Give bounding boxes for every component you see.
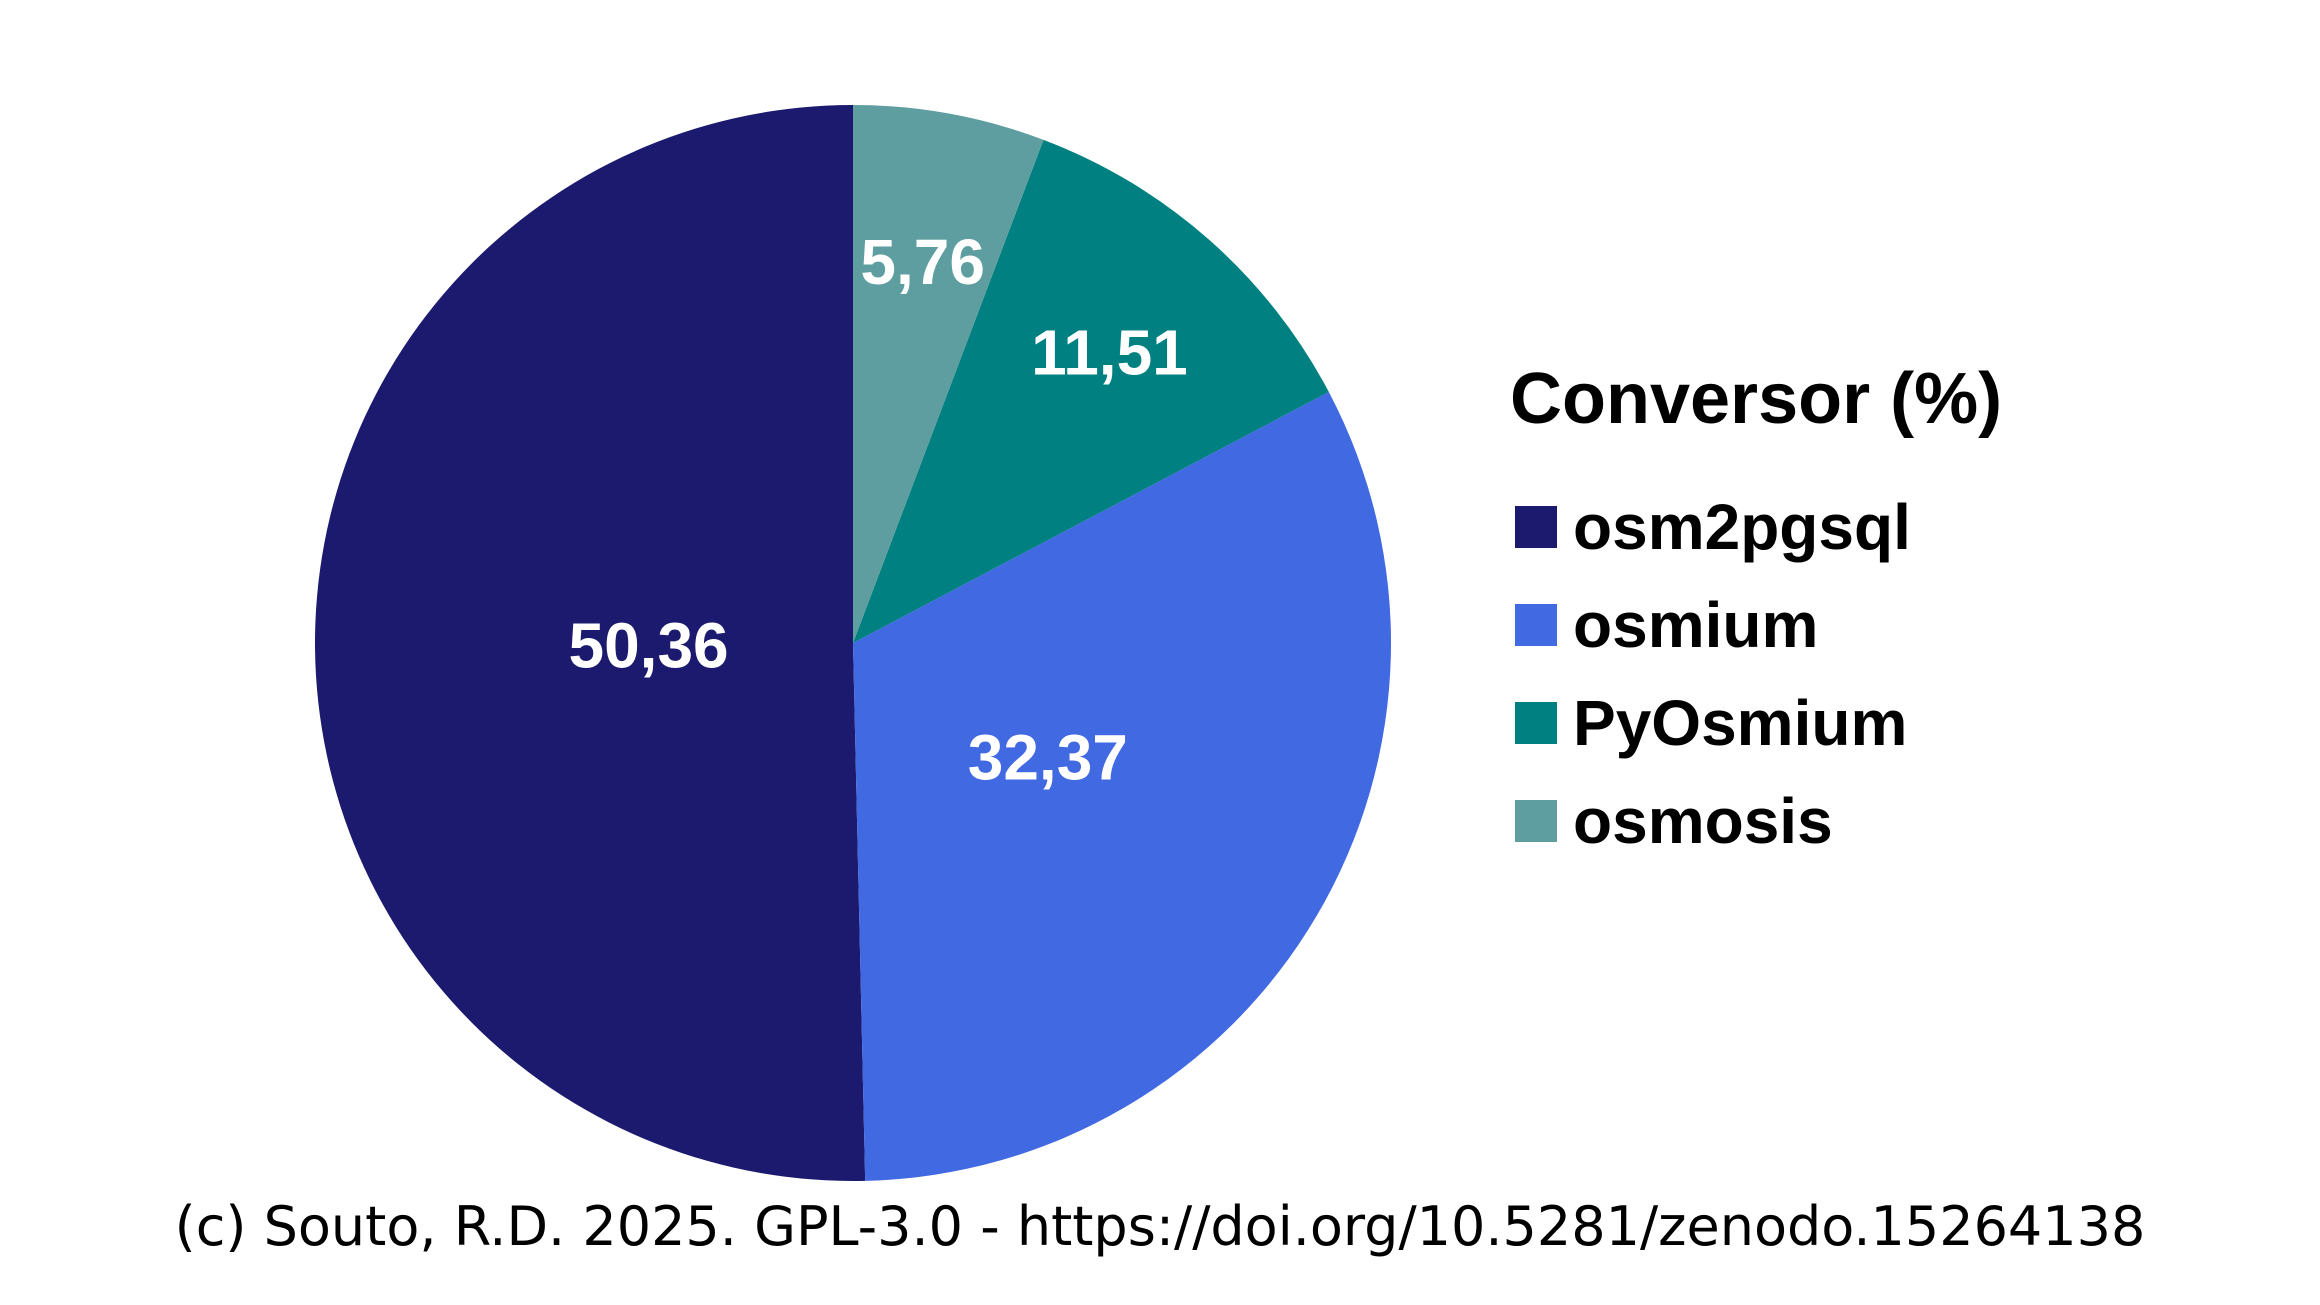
legend-swatch-osmosis bbox=[1515, 800, 1557, 842]
pie-slice-osmosis bbox=[853, 105, 1044, 643]
legend-swatch-pyosmium bbox=[1515, 702, 1557, 744]
pie-value-labels: 50,36 32,37 11,51 5,76 bbox=[568, 226, 1187, 794]
legend-label-osmosis: osmosis bbox=[1573, 785, 1833, 857]
legend-label-pyosmium: PyOsmium bbox=[1573, 687, 1907, 759]
pie-slice-osm2pgsql bbox=[315, 105, 866, 1181]
legend-swatch-osmium bbox=[1515, 604, 1557, 646]
legend-label-osmium: osmium bbox=[1573, 589, 1818, 661]
pie-slice-osmium bbox=[853, 391, 1391, 1181]
pie-slice-pyosmium bbox=[853, 139, 1329, 643]
slice-value-label-osmium: 32,37 bbox=[968, 721, 1128, 793]
legend-swatch-osm2pgsql bbox=[1515, 506, 1557, 548]
slice-value-label-osm2pgsql: 50,36 bbox=[568, 609, 728, 681]
legend: osm2pgsql osmium PyOsmium osmosis bbox=[1515, 491, 1911, 857]
pie-slices bbox=[315, 105, 1391, 1181]
credit-line: (c) Souto, R.D. 2025. GPL-3.0 - https://… bbox=[175, 1195, 2146, 1258]
legend-title: Conversor (%) bbox=[1510, 359, 2002, 439]
slice-value-label-osmosis: 5,76 bbox=[860, 226, 985, 298]
slice-value-label-pyosmium: 11,51 bbox=[1031, 317, 1188, 389]
legend-label-osm2pgsql: osm2pgsql bbox=[1573, 491, 1911, 563]
